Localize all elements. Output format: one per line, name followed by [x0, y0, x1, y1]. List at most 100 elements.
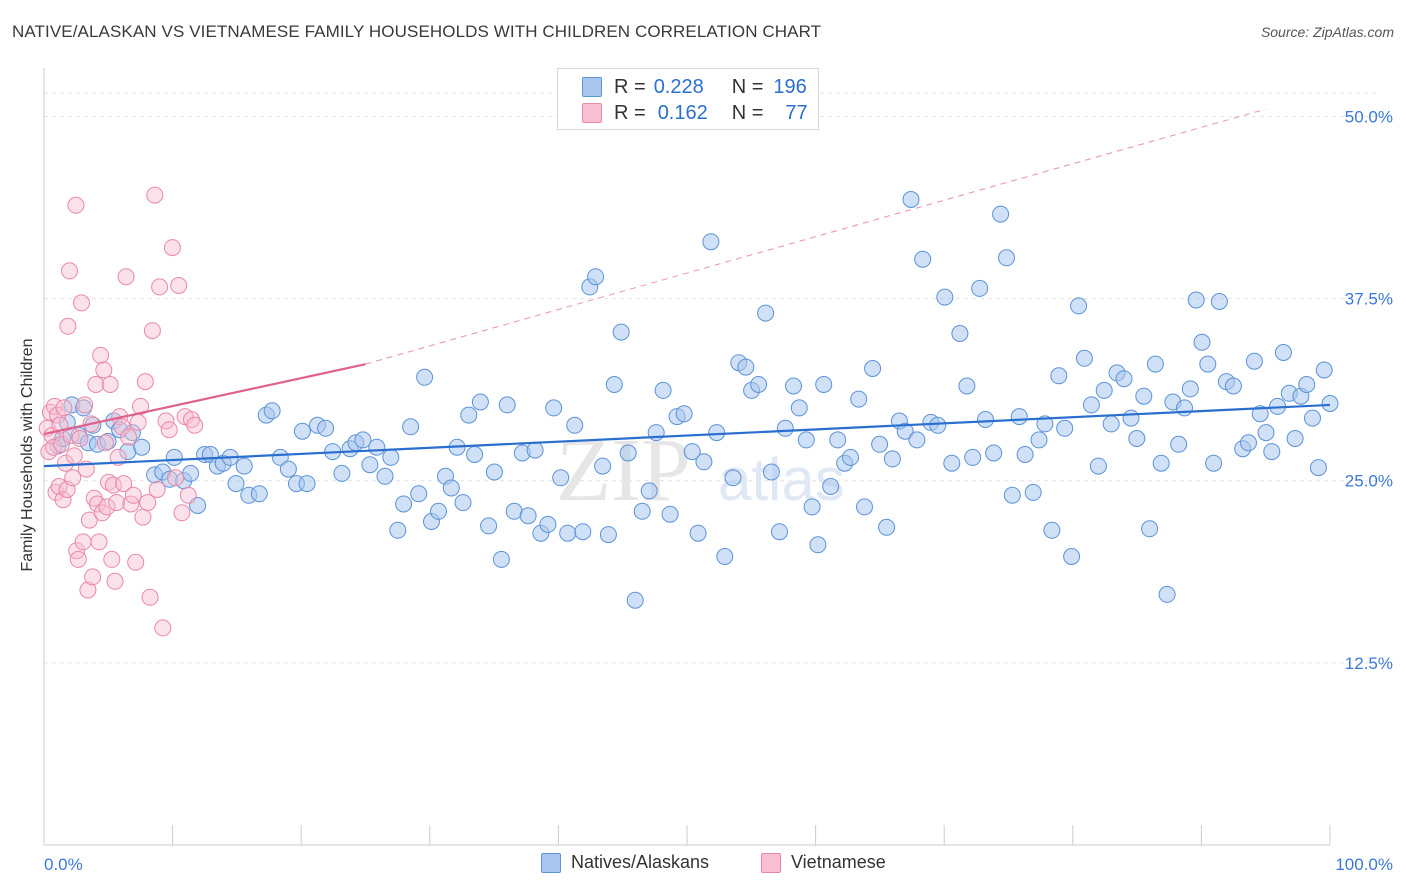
- y-tick-labels: 12.5% 25.0% 37.5% 50.0%: [1345, 107, 1393, 672]
- native-point: [587, 268, 605, 286]
- native-point: [785, 377, 802, 395]
- native-point: [998, 249, 1015, 267]
- vietnamese-point: [134, 508, 152, 526]
- vietnamese-point: [151, 278, 169, 296]
- x-tick-label: 0.0%: [44, 855, 83, 874]
- vietnamese-point: [170, 277, 188, 294]
- legend-n-label: N =: [731, 75, 764, 98]
- native-point: [526, 441, 544, 459]
- native-point: [951, 325, 969, 342]
- native-point: [850, 390, 868, 408]
- native-point: [235, 457, 253, 475]
- native-point: [908, 431, 926, 449]
- native-point: [619, 444, 637, 462]
- legend-r-label: R =: [614, 101, 646, 124]
- vietnamese-points: [38, 186, 204, 637]
- vietnamese-point: [74, 533, 92, 551]
- legend-swatch-vietnamese: [582, 103, 602, 123]
- native-point: [1146, 355, 1164, 373]
- legend-row-vietnamese: R = 0.162 N = 77: [582, 101, 808, 125]
- native-point: [871, 435, 889, 453]
- native-point: [1304, 409, 1321, 427]
- y-tick-label: 12.5%: [1345, 654, 1393, 673]
- native-point: [771, 523, 788, 541]
- native-point: [1315, 361, 1333, 379]
- bottom-legend-label-vietnamese: Vietnamese: [791, 852, 886, 872]
- native-point: [654, 381, 672, 399]
- chart-title: NATIVE/ALASKAN VS VIETNAMESE FAMILY HOUS…: [12, 22, 822, 41]
- native-point: [708, 424, 726, 442]
- native-point: [626, 591, 644, 609]
- native-point: [454, 494, 472, 512]
- vietnamese-point: [143, 322, 161, 340]
- y-tick-label: 25.0%: [1345, 472, 1393, 491]
- native-point: [675, 405, 693, 423]
- native-point: [1128, 430, 1146, 447]
- legend-n-value-vietnamese: 77: [785, 101, 808, 124]
- native-point: [395, 495, 413, 513]
- native-point: [797, 431, 815, 449]
- native-point: [829, 431, 847, 449]
- vietnamese-point: [59, 317, 77, 335]
- native-point: [1016, 446, 1034, 463]
- vietnamese-point: [88, 495, 106, 513]
- vietnamese-point: [92, 346, 110, 364]
- vietnamese-point: [157, 412, 175, 430]
- native-point: [757, 304, 775, 322]
- native-point: [466, 446, 484, 463]
- vietnamese-point: [101, 376, 119, 393]
- vietnamese-point: [127, 553, 145, 571]
- y-tick-label: 50.0%: [1345, 107, 1393, 126]
- native-point: [695, 453, 713, 471]
- legend-swatch-natives: [582, 77, 602, 97]
- natives-trend-line: [43, 403, 1331, 468]
- native-point: [943, 454, 961, 472]
- native-point: [1152, 454, 1170, 472]
- native-point: [402, 418, 420, 436]
- native-point: [985, 444, 1003, 462]
- native-point: [480, 517, 498, 535]
- native-point: [1309, 459, 1327, 477]
- bottom-legend-swatch-vietnamese: [761, 852, 781, 873]
- vietnamese-point: [65, 447, 83, 465]
- vietnamese-point: [76, 396, 94, 414]
- native-point: [790, 399, 808, 417]
- vietnamese-point: [87, 376, 105, 393]
- native-point: [640, 482, 658, 500]
- vietnamese-point: [90, 533, 108, 551]
- native-point: [1199, 355, 1217, 373]
- native-point: [896, 422, 914, 440]
- vietnamese-point: [141, 588, 159, 606]
- native-point: [492, 550, 510, 568]
- native-point: [878, 518, 896, 536]
- vietnamese-point: [154, 619, 172, 637]
- native-point: [1010, 408, 1028, 426]
- native-point: [382, 448, 400, 466]
- vietnamese-point: [179, 486, 197, 504]
- native-point: [776, 419, 794, 437]
- native-point: [992, 205, 1010, 223]
- vietnamese-point: [117, 268, 135, 286]
- native-point: [1210, 293, 1228, 310]
- vietnamese-point: [96, 434, 114, 452]
- native-point: [1181, 380, 1199, 398]
- vietnamese-point: [124, 486, 142, 504]
- native-point: [552, 469, 570, 487]
- vietnamese-point: [53, 435, 70, 453]
- native-point: [1263, 443, 1281, 461]
- native-point: [376, 467, 394, 485]
- vietnamese-point: [54, 491, 72, 509]
- native-point: [1024, 483, 1042, 501]
- native-point: [1115, 370, 1133, 388]
- native-point: [430, 502, 447, 520]
- native-point: [133, 438, 151, 456]
- native-point: [612, 323, 630, 341]
- vietnamese-point: [120, 428, 137, 446]
- native-point: [442, 479, 460, 497]
- native-point: [689, 524, 707, 542]
- vietnamese-point: [69, 550, 87, 568]
- native-point: [182, 464, 200, 482]
- vietnamese-trend-line: [43, 363, 366, 436]
- x-tick-labels: 0.0% 100.0%: [44, 855, 1393, 874]
- native-point: [485, 463, 503, 481]
